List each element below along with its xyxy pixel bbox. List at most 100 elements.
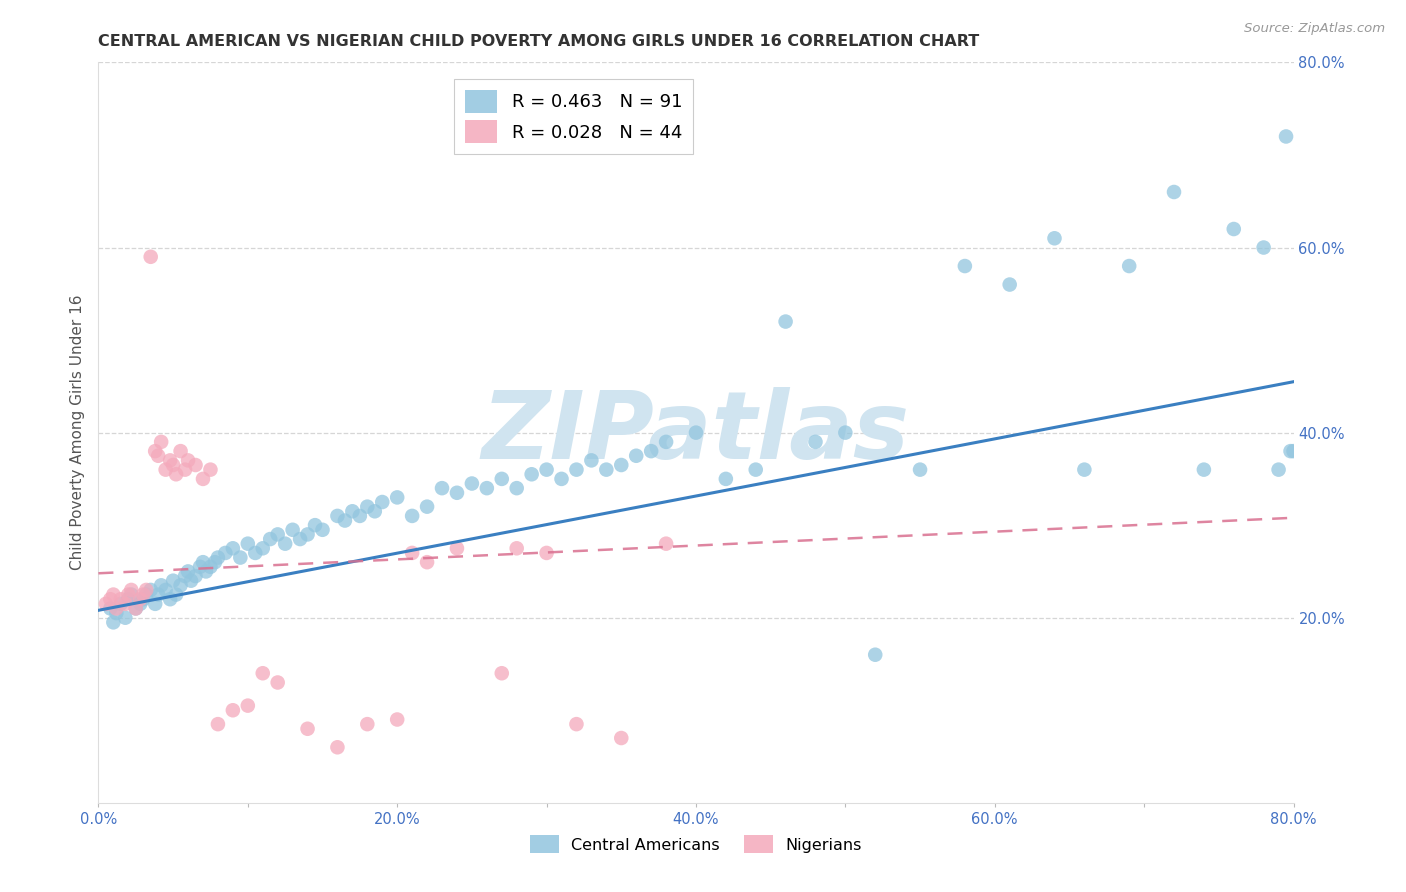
- Point: [416, 555, 439, 569]
- Point: [1163, 185, 1185, 199]
- Point: [281, 523, 304, 537]
- Point: [177, 565, 200, 579]
- Point: [1073, 462, 1095, 476]
- Point: [401, 546, 423, 560]
- Point: [174, 569, 197, 583]
- Point: [520, 467, 543, 482]
- Point: [94, 597, 117, 611]
- Point: [114, 597, 136, 611]
- Point: [536, 462, 558, 476]
- Point: [267, 527, 290, 541]
- Point: [195, 565, 218, 579]
- Point: [129, 597, 152, 611]
- Point: [364, 504, 387, 518]
- Point: [326, 740, 349, 755]
- Point: [110, 592, 132, 607]
- Point: [1192, 462, 1215, 476]
- Point: [1275, 129, 1298, 144]
- Point: [1118, 259, 1140, 273]
- Point: [139, 250, 162, 264]
- Point: [150, 434, 173, 449]
- Point: [536, 546, 558, 560]
- Point: [191, 472, 214, 486]
- Point: [135, 582, 157, 597]
- Point: [953, 259, 976, 273]
- Point: [1253, 240, 1275, 255]
- Point: [304, 518, 326, 533]
- Text: CENTRAL AMERICAN VS NIGERIAN CHILD POVERTY AMONG GIRLS UNDER 16 CORRELATION CHAR: CENTRAL AMERICAN VS NIGERIAN CHILD POVER…: [98, 34, 980, 49]
- Point: [1267, 462, 1289, 476]
- Point: [326, 508, 349, 523]
- Point: [143, 597, 166, 611]
- Point: [506, 481, 529, 495]
- Point: [169, 444, 191, 458]
- Point: [274, 536, 297, 550]
- Point: [416, 500, 439, 514]
- Point: [297, 527, 319, 541]
- Point: [385, 491, 409, 505]
- Point: [908, 462, 931, 476]
- Point: [491, 472, 513, 486]
- Point: [135, 588, 157, 602]
- Point: [349, 508, 371, 523]
- Point: [865, 648, 887, 662]
- Point: [177, 453, 200, 467]
- Point: [132, 588, 155, 602]
- Point: [356, 500, 378, 514]
- Point: [714, 472, 737, 486]
- Point: [165, 588, 187, 602]
- Point: [610, 731, 633, 745]
- Point: [143, 444, 166, 458]
- Point: [162, 458, 184, 472]
- Point: [117, 592, 139, 607]
- Point: [804, 434, 827, 449]
- Point: [180, 574, 202, 588]
- Point: [117, 588, 139, 602]
- Point: [565, 717, 588, 731]
- Point: [200, 559, 222, 574]
- Point: [775, 314, 797, 328]
- Point: [565, 462, 588, 476]
- Point: [165, 467, 187, 482]
- Point: [214, 546, 236, 560]
- Point: [1282, 444, 1305, 458]
- Point: [139, 582, 162, 597]
- Point: [207, 717, 229, 731]
- Y-axis label: Child Poverty Among Girls Under 16: Child Poverty Among Girls Under 16: [70, 295, 86, 570]
- Point: [288, 532, 311, 546]
- Point: [626, 449, 648, 463]
- Point: [297, 722, 319, 736]
- Point: [401, 508, 423, 523]
- Point: [655, 434, 678, 449]
- Point: [207, 550, 229, 565]
- Point: [103, 588, 125, 602]
- Point: [129, 592, 152, 607]
- Point: [222, 703, 245, 717]
- Point: [188, 559, 211, 574]
- Point: [581, 453, 603, 467]
- Point: [745, 462, 768, 476]
- Point: [252, 541, 274, 556]
- Point: [229, 550, 252, 565]
- Point: [685, 425, 707, 440]
- Point: [595, 462, 617, 476]
- Point: [184, 569, 207, 583]
- Point: [150, 578, 173, 592]
- Point: [159, 592, 181, 607]
- Point: [446, 485, 468, 500]
- Point: [184, 458, 207, 472]
- Point: [204, 555, 226, 569]
- Point: [159, 453, 181, 467]
- Point: [98, 592, 122, 607]
- Point: [98, 601, 122, 615]
- Point: [155, 582, 177, 597]
- Point: [252, 666, 274, 681]
- Point: [174, 462, 197, 476]
- Point: [655, 536, 678, 550]
- Point: [120, 588, 142, 602]
- Point: [222, 541, 245, 556]
- Point: [342, 504, 364, 518]
- Legend: Central Americans, Nigerians: Central Americans, Nigerians: [522, 827, 870, 862]
- Point: [105, 606, 128, 620]
- Text: ZIPatlas: ZIPatlas: [482, 386, 910, 479]
